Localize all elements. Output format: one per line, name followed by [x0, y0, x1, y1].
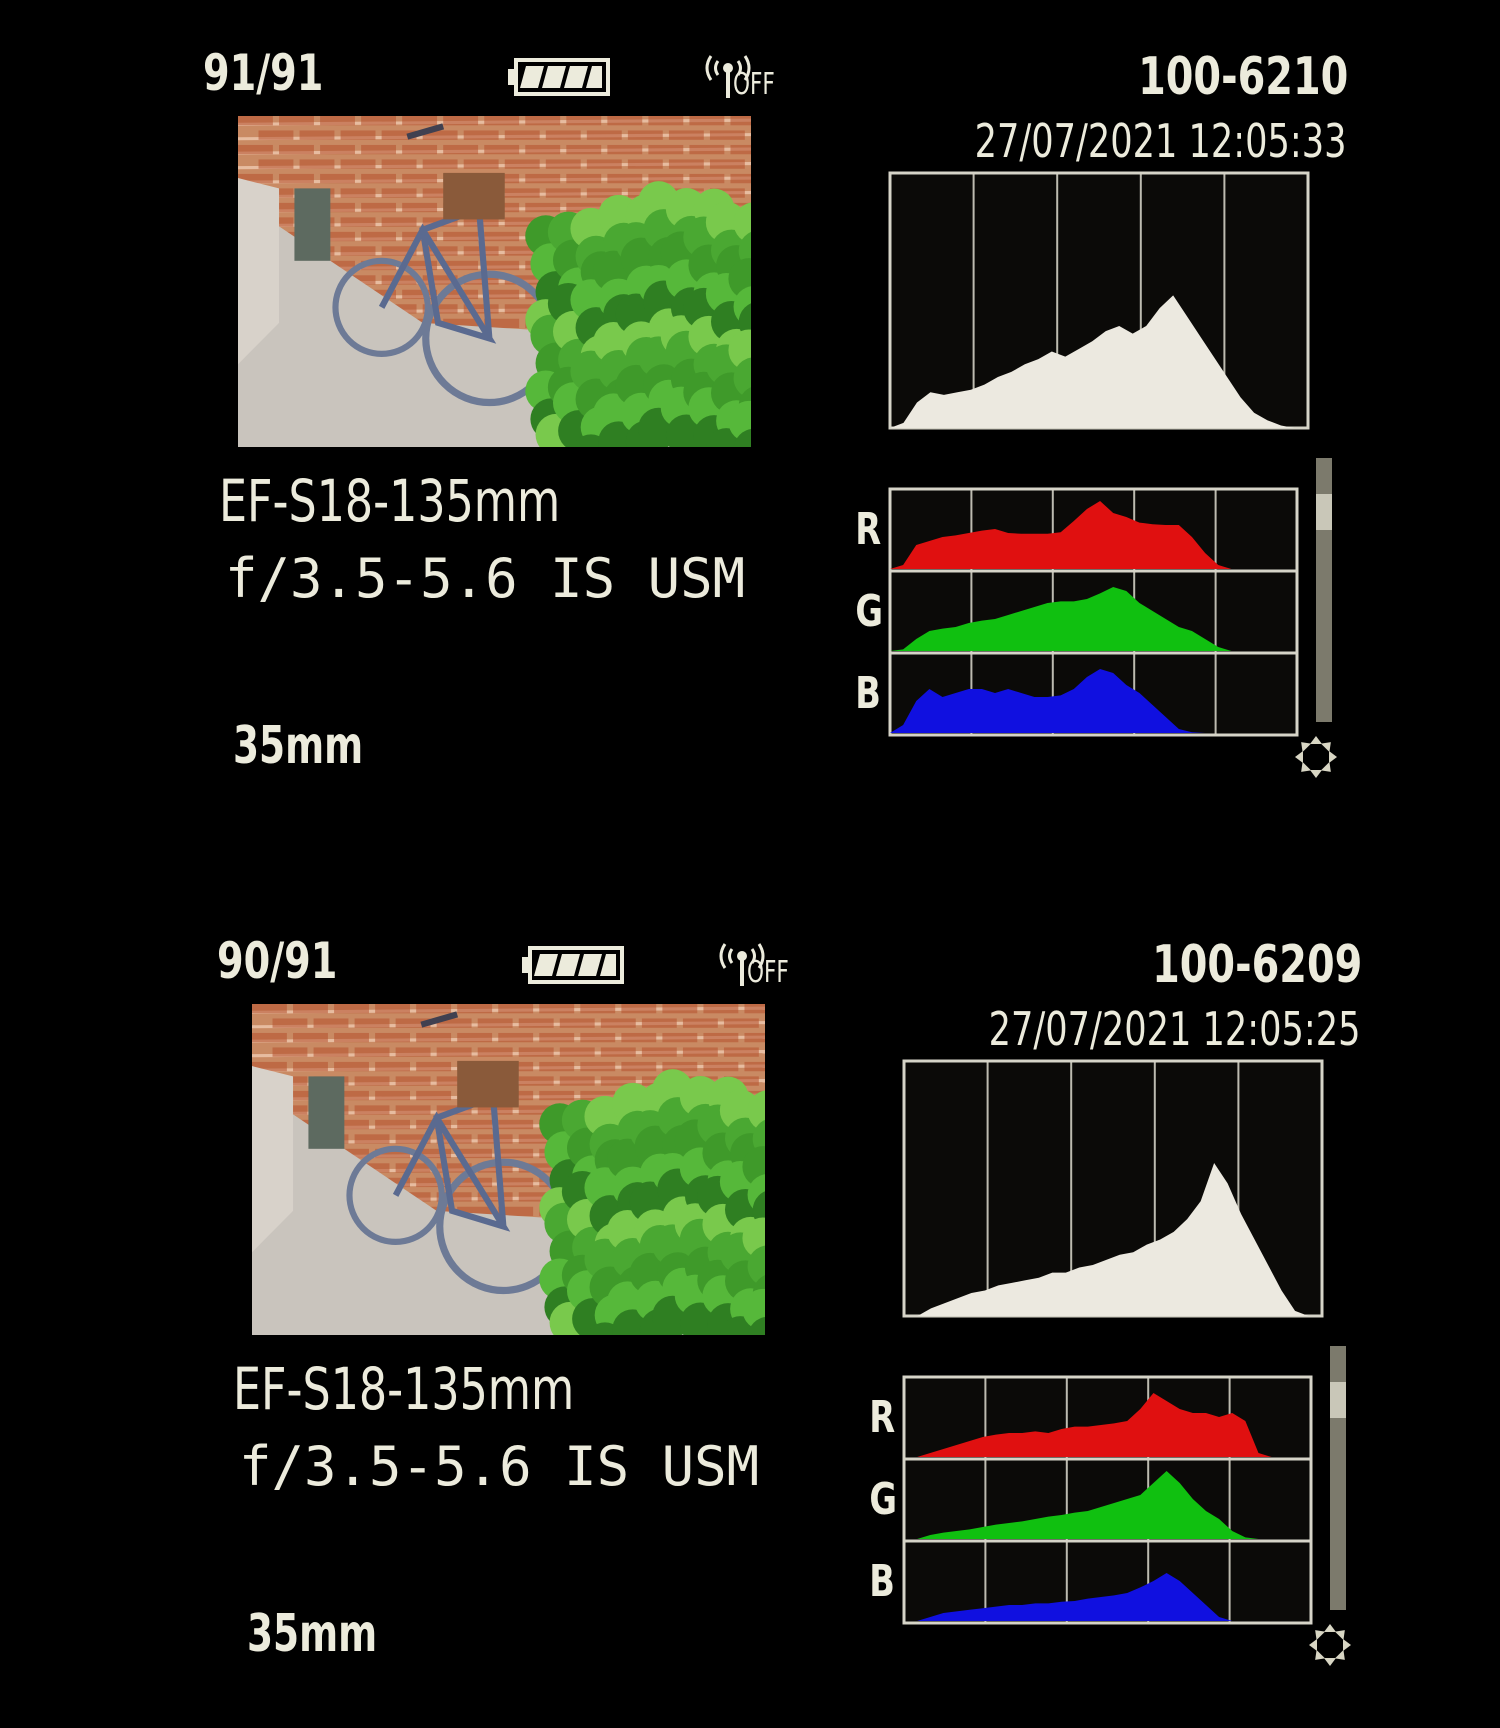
rgb-histogram [888, 487, 1299, 738]
playback-panel: 90/91 OFF 100-6209 27/07/2021 12:05:25 E… [14, 888, 1500, 1728]
wifi-status: OFF [733, 67, 775, 102]
battery-full-icon [508, 58, 610, 96]
battery-full-icon [522, 946, 624, 984]
rgb-label-g: G [869, 1474, 898, 1525]
file-number: 100-6209 [1151, 935, 1362, 995]
rgb-label-b: B [855, 668, 881, 719]
lens-aperture-spec: f/3.5-5.6 IS USM [225, 547, 746, 610]
red-histogram-area [904, 1393, 1311, 1457]
scrollbar-thumb[interactable] [1316, 494, 1332, 530]
rgb-label-g: G [855, 586, 884, 637]
focal-length: 35mm [233, 716, 364, 776]
red-histogram-area [890, 501, 1297, 569]
blue-histogram-frame [902, 1539, 1313, 1625]
brightness-histogram [902, 1059, 1324, 1318]
image-counter: 90/91 [217, 932, 338, 990]
brightness-histogram [888, 171, 1310, 430]
capture-datetime: 27/07/2021 12:05:25 [988, 1002, 1360, 1056]
image-thumbnail [238, 116, 751, 447]
brightness-histogram-area [890, 295, 1308, 428]
image-thumbnail [252, 1004, 765, 1335]
green-histogram-area [904, 1471, 1311, 1539]
capture-datetime: 27/07/2021 12:05:33 [974, 114, 1346, 168]
multi-controller-dial-icon [1293, 734, 1339, 780]
rgb-histogram [902, 1375, 1313, 1626]
blue-histogram-area [904, 1573, 1311, 1621]
blue-histogram-area [890, 669, 1297, 733]
wifi-antenna-icon [717, 938, 767, 988]
scrollbar[interactable] [1316, 458, 1332, 722]
blue-histogram-frame [888, 651, 1299, 737]
rgb-label-b: B [869, 1556, 895, 1607]
playback-panel: 91/91 OFF 100-6210 27/07/2021 12:05:33 E… [0, 0, 1500, 840]
multi-controller-dial-icon [1307, 1622, 1353, 1668]
focal-length: 35mm [247, 1604, 378, 1664]
lens-name: EF-S18-135mm [219, 467, 561, 535]
file-number: 100-6210 [1137, 47, 1348, 107]
green-histogram-area [890, 587, 1297, 651]
scrollbar[interactable] [1330, 1346, 1346, 1610]
brightness-histogram-area [904, 1163, 1322, 1316]
image-counter: 91/91 [203, 44, 324, 102]
rgb-label-r: R [855, 504, 882, 555]
lens-aperture-spec: f/3.5-5.6 IS USM [239, 1435, 760, 1498]
wifi-status: OFF [747, 955, 789, 990]
wifi-antenna-icon [703, 50, 753, 100]
rgb-label-r: R [869, 1392, 896, 1443]
scrollbar-thumb[interactable] [1330, 1382, 1346, 1418]
lens-name: EF-S18-135mm [233, 1355, 575, 1423]
